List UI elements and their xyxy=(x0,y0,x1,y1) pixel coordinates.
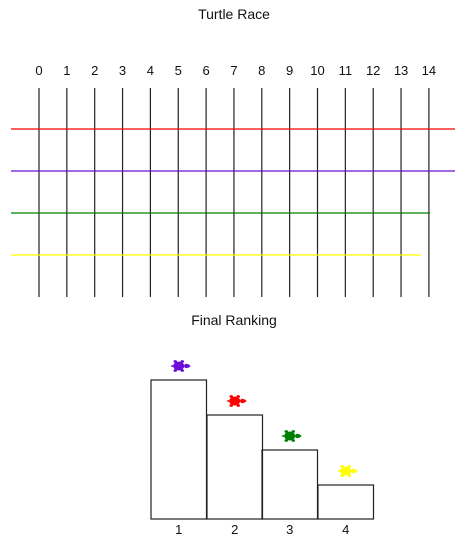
turtle-icon xyxy=(170,360,191,372)
podium-step-3 xyxy=(261,449,319,520)
podium: 1 2 3 4 xyxy=(150,360,375,537)
rank-label: 1 xyxy=(175,522,182,537)
rank-label: 4 xyxy=(342,522,349,537)
tick-label: 3 xyxy=(119,63,126,78)
tick-label: 5 xyxy=(175,63,182,78)
turtle-icon xyxy=(281,430,302,442)
rank-label: 2 xyxy=(231,522,238,537)
grid-lines xyxy=(38,88,430,297)
tick-label: 14 xyxy=(422,63,436,78)
tick-label: 9 xyxy=(286,63,293,78)
tick-label: 12 xyxy=(366,63,380,78)
tick-label: 0 xyxy=(35,63,42,78)
tick-label: 1 xyxy=(63,63,70,78)
podium-step-4 xyxy=(317,484,375,520)
tick-label: 7 xyxy=(230,63,237,78)
podium-step-1 xyxy=(150,379,208,520)
tick-label: 4 xyxy=(147,63,154,78)
race-title: Turtle Race xyxy=(198,6,270,22)
tick-labels: 0 1 2 3 4 5 6 7 8 9 10 11 12 13 14 xyxy=(35,63,436,78)
tick-label: 11 xyxy=(339,63,353,78)
tick-label: 2 xyxy=(91,63,98,78)
tick-label: 13 xyxy=(394,63,408,78)
tick-label: 6 xyxy=(202,63,209,78)
track-lines xyxy=(11,128,455,256)
ranking-title: Final Ranking xyxy=(191,312,277,328)
turtle-icon xyxy=(226,395,247,407)
tick-label: 8 xyxy=(258,63,265,78)
rank-label: 3 xyxy=(286,522,293,537)
tick-label: 10 xyxy=(310,63,324,78)
turtle-icon xyxy=(337,465,358,477)
podium-step-2 xyxy=(206,414,264,520)
